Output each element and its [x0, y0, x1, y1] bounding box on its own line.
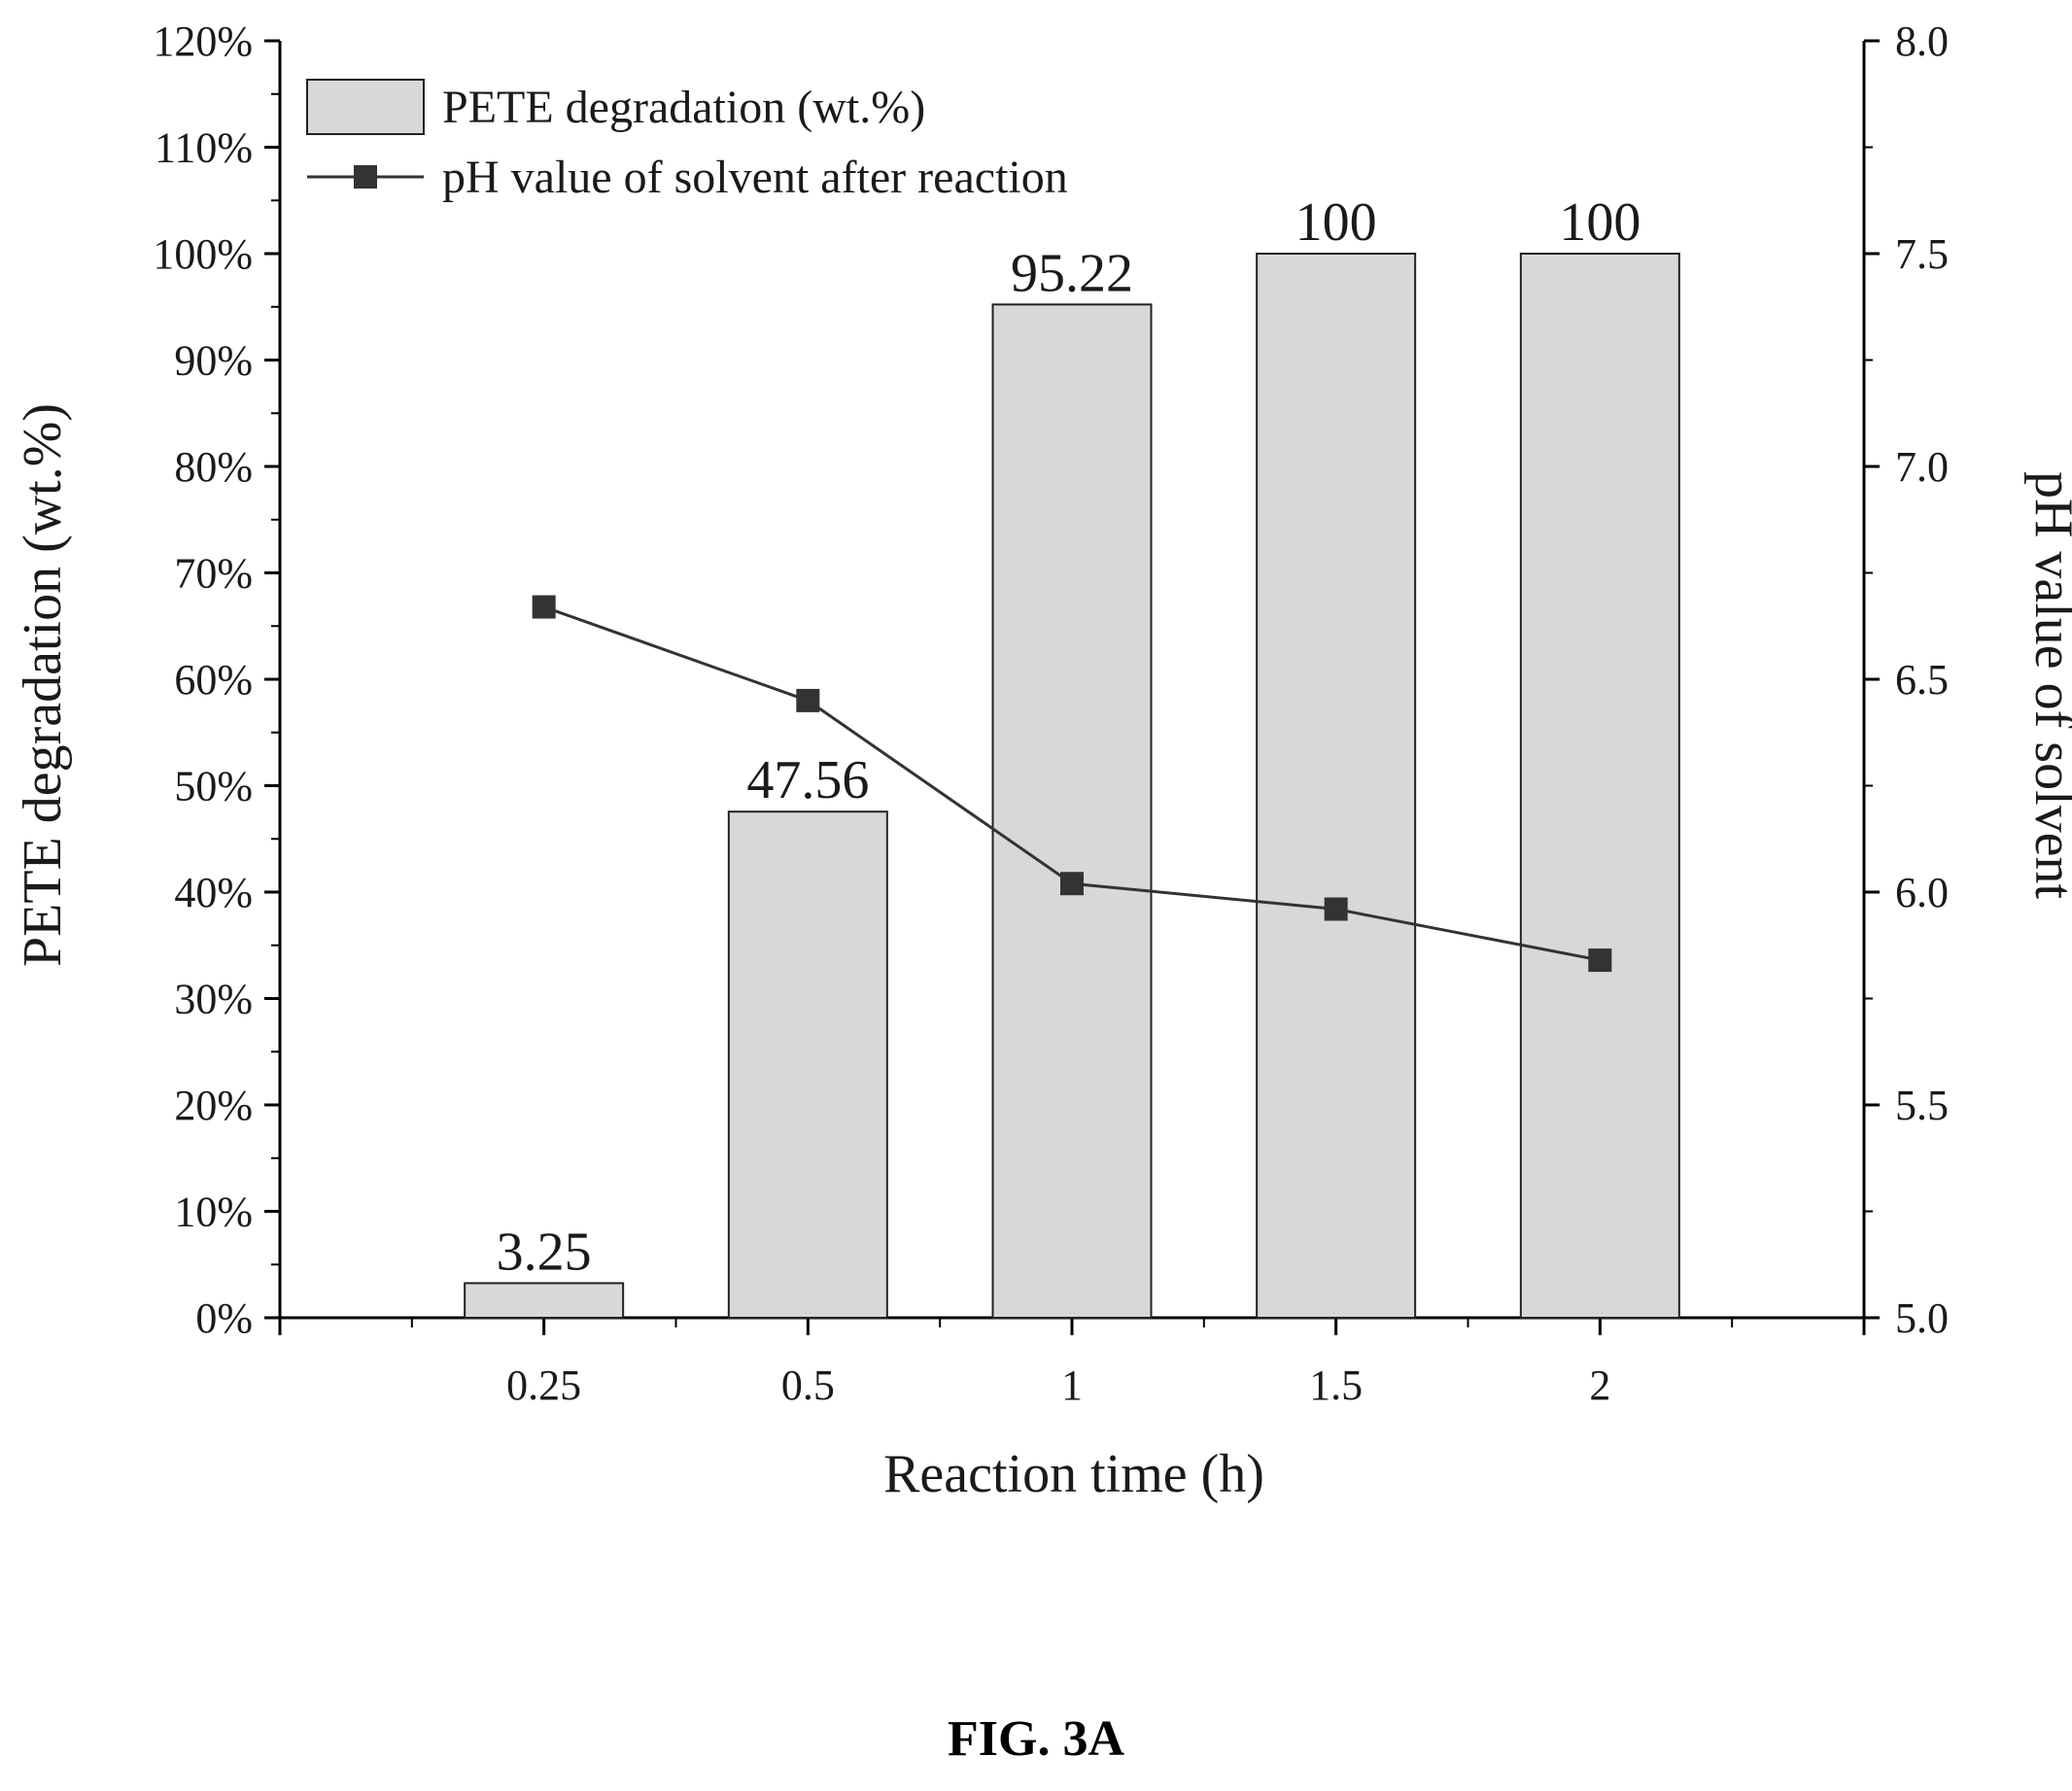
y2-tick-label: 8.0	[1895, 17, 1949, 65]
bar-data-label: 95.22	[1011, 243, 1133, 303]
ph-point-marker	[1588, 948, 1612, 973]
y-tick-label: 90%	[174, 337, 253, 385]
bar	[464, 1282, 625, 1319]
x-tick-label: 1	[1061, 1361, 1083, 1409]
figure-caption: FIG. 3A	[948, 1711, 1124, 1767]
bar-data-label: 47.56	[746, 750, 869, 810]
x-axis-title: Reaction time (h)	[883, 1444, 1264, 1504]
bar	[991, 303, 1153, 1320]
ph-point-marker	[1324, 897, 1348, 921]
legend-bar-label: PETE degradation (wt.%)	[442, 82, 925, 133]
legend-bar-swatch	[306, 79, 425, 135]
y2-tick-label: 5.0	[1895, 1294, 1949, 1342]
y-tick-label: 120%	[153, 17, 253, 65]
ph-line-series	[532, 595, 1612, 973]
bar-data-label: 100	[1295, 192, 1377, 253]
legend-line-marker	[354, 165, 377, 189]
y-tick-label: 110%	[155, 124, 253, 172]
x-tick-label: 0.5	[781, 1361, 835, 1409]
x-tick-label: 2	[1589, 1361, 1610, 1409]
y2-tick-label: 7.5	[1895, 230, 1949, 278]
y2-axis-title: pH value of solvent	[2023, 471, 2072, 900]
legend: PETE degradation (wt.%) pH value of solve…	[306, 79, 1068, 203]
y-tick-label: 50%	[174, 763, 253, 810]
y-tick-label: 100%	[153, 230, 253, 278]
y2-tick-label: 6.0	[1895, 869, 1949, 916]
ph-point-marker	[1060, 872, 1084, 896]
y-tick-label: 60%	[174, 656, 253, 704]
bar	[727, 810, 888, 1319]
ph-point-marker	[532, 595, 556, 619]
y-tick-label: 70%	[174, 550, 253, 598]
y2-tick-label: 5.5	[1895, 1082, 1949, 1129]
ph-point-marker	[796, 688, 820, 712]
y-tick-label: 0%	[195, 1294, 253, 1342]
x-tick-label: 0.25	[506, 1361, 581, 1409]
x-tick-label: 1.5	[1309, 1361, 1363, 1409]
y2-tick-label: 7.0	[1895, 443, 1949, 491]
y-tick-label: 20%	[174, 1082, 253, 1129]
bar-data-label: 3.25	[497, 1222, 592, 1282]
y-tick-label: 10%	[174, 1188, 253, 1236]
bar-data-label: 100	[1559, 192, 1640, 253]
y-tick-label: 80%	[174, 443, 253, 491]
bar	[1519, 253, 1680, 1319]
bars	[464, 253, 1680, 1320]
y-tick-label: 40%	[174, 869, 253, 916]
data-labels: 3.25 47.56 95.22 100 100	[497, 192, 1641, 1282]
y-tick-label: 30%	[174, 976, 253, 1023]
y-axis-title: PETE degradation (wt.%)	[13, 403, 73, 967]
legend-line-label: pH value of solvent after reaction	[442, 152, 1068, 203]
axes: 0%10%20%30%40%50%60%70%80%90%100%110%120…	[153, 17, 1949, 1409]
bar	[1256, 253, 1417, 1319]
y2-tick-label: 6.5	[1895, 656, 1949, 704]
